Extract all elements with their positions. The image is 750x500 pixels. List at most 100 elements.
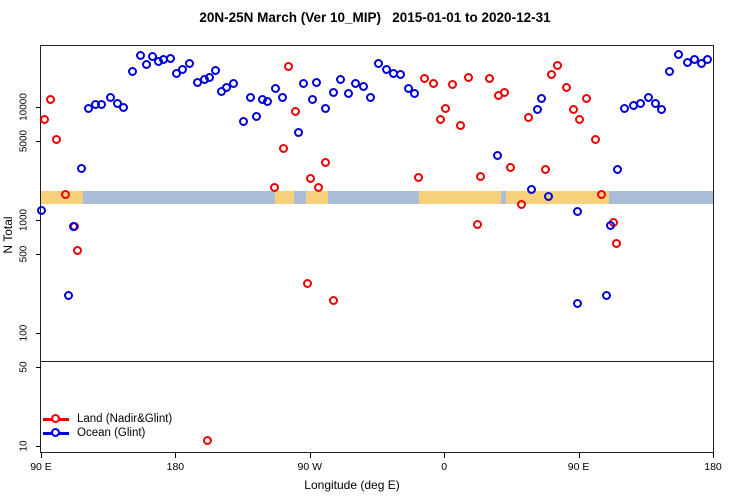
ocean-point xyxy=(651,99,661,109)
y-tick-mark xyxy=(36,446,41,447)
ocean-point xyxy=(238,116,248,126)
x-tick-label: 180 xyxy=(704,461,722,473)
ocean-point xyxy=(68,221,78,231)
legend-label-ocean: Ocean (Glint) xyxy=(77,427,146,439)
ocean-point xyxy=(572,206,582,216)
y-tick-mark xyxy=(36,107,41,108)
ocean-point xyxy=(221,82,231,92)
land-point xyxy=(516,199,526,209)
map-band-land xyxy=(306,191,328,204)
ocean-point xyxy=(294,127,304,137)
land-point xyxy=(413,172,423,182)
ocean-point xyxy=(365,92,375,102)
x-tick-label: 0 xyxy=(441,461,448,473)
land-point xyxy=(540,164,550,174)
map-band-ocean xyxy=(500,191,507,204)
ocean-point xyxy=(395,69,405,79)
ocean-point xyxy=(619,103,629,113)
land-point xyxy=(428,78,438,88)
ocean-point xyxy=(64,291,74,301)
ocean-point xyxy=(321,103,331,113)
land-point xyxy=(448,79,458,89)
ocean-point xyxy=(177,65,187,75)
ocean-point xyxy=(36,206,46,216)
y-tick-label: 10000 xyxy=(18,93,30,121)
land-point xyxy=(464,72,474,82)
ocean-point xyxy=(307,95,317,105)
land-point xyxy=(612,239,622,249)
land-point xyxy=(552,60,562,70)
land-point xyxy=(582,93,592,103)
legend: Land (Nadir&Glint) Ocean (Glint) xyxy=(43,412,172,440)
land-point xyxy=(46,95,56,105)
map-band-land xyxy=(275,191,295,204)
land-point xyxy=(500,87,510,97)
reference-line xyxy=(41,360,713,362)
legend-entry-ocean: Ocean (Glint) xyxy=(43,426,172,440)
land-point xyxy=(203,436,213,446)
land-point xyxy=(321,157,331,167)
ocean-point xyxy=(605,220,615,230)
ocean-point xyxy=(636,99,646,109)
ocean-point xyxy=(350,78,360,88)
map-band-ocean xyxy=(609,191,713,204)
y-axis-title: N Total xyxy=(1,216,15,254)
ocean-point xyxy=(165,53,175,63)
legend-label-land: Land (Nadir&Glint) xyxy=(77,413,173,425)
map-band-ocean xyxy=(294,191,307,204)
ocean-point xyxy=(210,65,220,75)
ocean-point xyxy=(204,72,214,82)
ocean-point xyxy=(141,59,151,69)
y-tick-mark xyxy=(36,254,41,256)
land-point xyxy=(506,162,516,172)
land-point xyxy=(561,82,571,92)
x-tick-label: 90 W xyxy=(297,461,323,473)
land-marker-icon xyxy=(43,413,69,425)
land-point xyxy=(574,114,584,124)
ocean-point xyxy=(127,66,137,76)
ocean-point xyxy=(527,184,537,194)
y-tick-label: 10 xyxy=(18,440,30,452)
x-tick-mark xyxy=(309,453,311,458)
land-point xyxy=(476,172,486,182)
ocean-point xyxy=(83,103,93,113)
ocean-point xyxy=(312,77,322,87)
map-band-ocean xyxy=(327,191,419,204)
ocean-point xyxy=(328,87,338,97)
x-tick-mark xyxy=(41,453,42,458)
ocean-point xyxy=(185,58,195,68)
ocean-point xyxy=(657,104,667,114)
ocean-point xyxy=(106,92,116,102)
ocean-point xyxy=(533,104,543,114)
land-point xyxy=(52,134,62,144)
ocean-point xyxy=(262,96,272,106)
y-tick-mark xyxy=(36,333,41,334)
ocean-point xyxy=(76,164,86,174)
ocean-point xyxy=(572,299,582,309)
land-point xyxy=(40,114,50,124)
land-point xyxy=(303,279,313,289)
x-tick-mark xyxy=(713,453,714,458)
y-tick-label: 1000 xyxy=(18,208,30,232)
ocean-point xyxy=(613,164,623,174)
x-tick-label: 180 xyxy=(166,461,185,473)
ocean-point xyxy=(703,54,713,64)
land-point xyxy=(328,296,338,306)
ocean-point xyxy=(543,191,553,201)
ocean-point xyxy=(536,93,546,103)
x-tick-label: 90 E xyxy=(30,461,52,473)
ocean-point xyxy=(118,102,128,112)
map-band-ocean xyxy=(82,191,276,204)
ocean-point xyxy=(277,92,287,102)
ocean-point xyxy=(147,51,157,61)
land-point xyxy=(279,144,289,154)
land-point xyxy=(419,73,429,83)
y-tick-mark xyxy=(36,367,41,369)
ocean-point xyxy=(336,75,346,84)
ocean-marker-icon xyxy=(43,427,69,439)
chart-title: 20N-25N March (Ver 10_MIP) 2015-01-01 to… xyxy=(199,10,551,25)
x-tick-mark xyxy=(175,453,177,458)
land-point xyxy=(569,104,579,114)
x-tick-mark xyxy=(444,453,446,458)
ocean-point xyxy=(359,82,369,91)
